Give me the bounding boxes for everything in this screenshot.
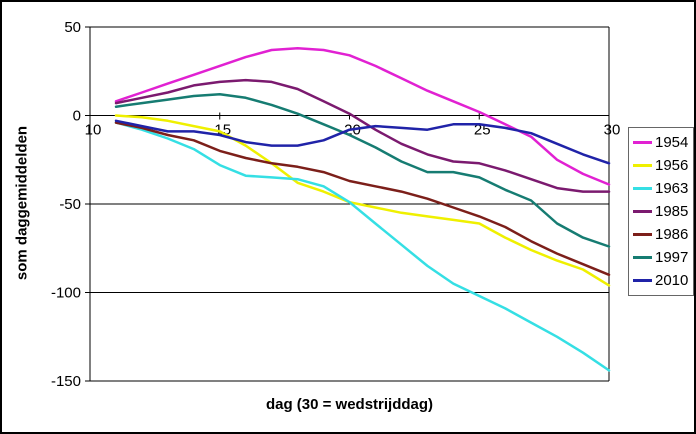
legend-entry-1954: 1954: [633, 131, 691, 154]
legend-line-swatch: [633, 141, 652, 144]
series-line-2010: [114, 119, 611, 165]
series-line-1985: [114, 78, 611, 193]
legend-line-swatch: [633, 279, 652, 282]
legend-line-swatch: [633, 256, 652, 259]
y-tick-label: -50: [59, 196, 81, 213]
legend-line-swatch: [633, 210, 652, 213]
gridlines: [90, 26, 609, 382]
legend-entry-1986: 1986: [633, 223, 691, 246]
legend-label: 1985: [655, 203, 689, 220]
series-line-1956: [114, 114, 611, 287]
series-line-1954: [114, 46, 611, 186]
legend-line-swatch: [633, 233, 652, 236]
y-tick-label: -150: [51, 373, 81, 390]
series-line-1997: [114, 93, 611, 248]
legend-line-swatch: [633, 187, 652, 190]
legend-label: 1997: [655, 249, 689, 266]
legend-line-swatch: [633, 164, 652, 167]
y-tick-label: -100: [51, 285, 81, 302]
legend-entry-1956: 1956: [633, 154, 691, 177]
x-axis-title: dag (30 = wedstrijddag): [265, 396, 434, 413]
x-tick-label: 10: [85, 122, 102, 139]
legend-entry-1985: 1985: [633, 200, 691, 223]
x-tick-label: 30: [604, 122, 621, 139]
legend-entry-2010: 2010: [633, 269, 691, 292]
legend-label: 1986: [655, 226, 689, 243]
legend-label: 1954: [655, 134, 689, 151]
axes: [85, 26, 610, 382]
series-line-1963: [114, 121, 611, 372]
legend-entry-1997: 1997: [633, 246, 691, 269]
legend-label: 1956: [655, 157, 689, 174]
legend: 1954 1956 1963 1985 1986 1997 2010: [628, 127, 694, 296]
y-tick-labels: 50 0 -50 -100 -150: [51, 19, 81, 390]
y-tick-label: 50: [64, 19, 81, 36]
y-axis-title: som daggemiddelden: [13, 125, 31, 281]
legend-label: 1963: [655, 180, 689, 197]
y-tick-label: 0: [73, 108, 81, 125]
legend-label: 2010: [655, 272, 689, 289]
legend-entry-1963: 1963: [633, 177, 691, 200]
series-line-1986: [114, 121, 611, 277]
